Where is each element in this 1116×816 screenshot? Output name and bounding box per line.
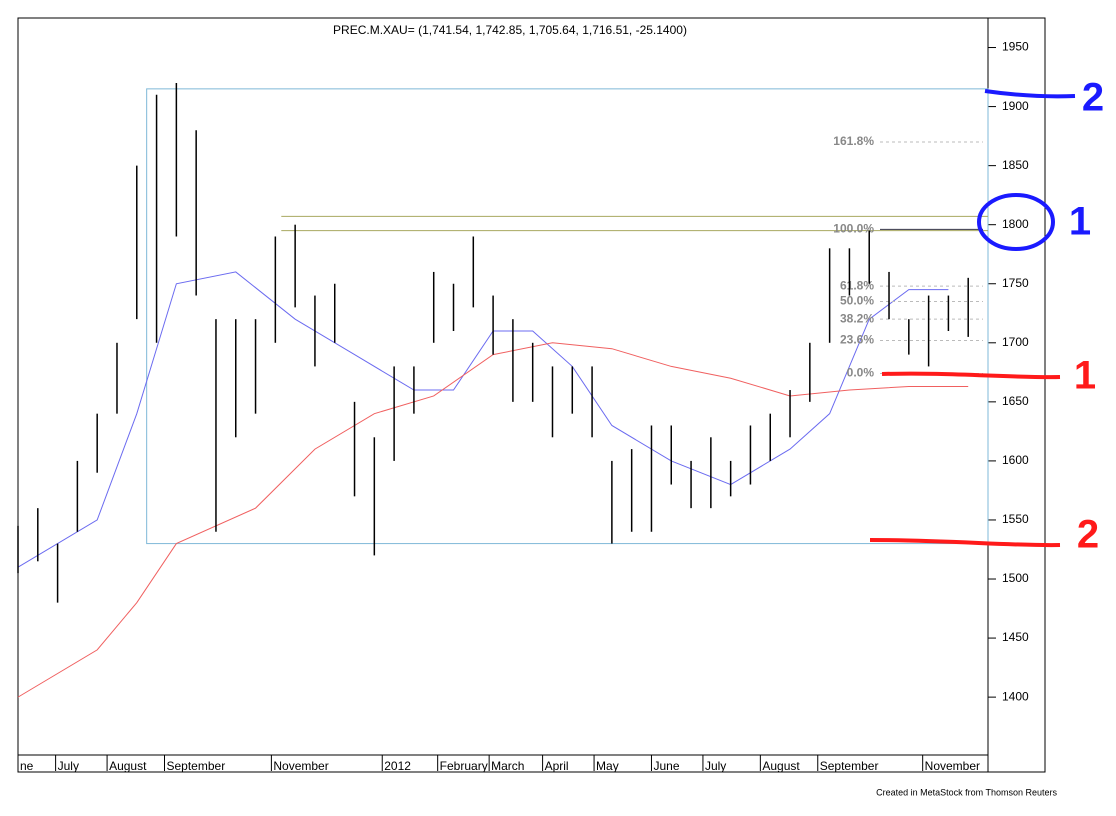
y-tick-label: 1750 xyxy=(1002,276,1029,290)
y-tick-label: 1900 xyxy=(1002,99,1029,113)
y-tick-label: 1500 xyxy=(1002,571,1029,585)
x-tick-label: September xyxy=(166,759,225,773)
x-tick-label: ne xyxy=(20,759,34,773)
moving-average xyxy=(17,342,969,698)
x-tick-label: July xyxy=(705,759,726,773)
x-tick-label: August xyxy=(762,759,800,773)
fib-label: 0.0% xyxy=(847,366,875,380)
fib-label: 100.0% xyxy=(833,222,874,236)
x-tick-label: May xyxy=(596,759,619,773)
moving-average xyxy=(17,271,949,568)
hand-label: 2 xyxy=(1082,76,1104,120)
fib-label: 38.2% xyxy=(840,311,874,325)
hand-line xyxy=(984,89,1076,99)
x-tick-label: November xyxy=(925,759,980,773)
fib-label: 161.8% xyxy=(833,134,874,148)
footer: Created in MetaStock from Thomson Reuter… xyxy=(876,787,1057,797)
y-tick-label: 1600 xyxy=(1002,453,1029,467)
hand-label: 2 xyxy=(1077,513,1099,557)
x-tick-label: August xyxy=(109,759,147,773)
x-tick-label: November xyxy=(273,759,328,773)
y-tick-label: 1800 xyxy=(1002,217,1029,231)
y-tick-label: 1550 xyxy=(1002,512,1029,526)
hand-label: 1 xyxy=(1074,354,1096,398)
x-tick-label: September xyxy=(820,759,879,773)
y-tick-label: 1850 xyxy=(1002,158,1029,172)
y-tick-label: 1650 xyxy=(1002,394,1029,408)
hand-circle xyxy=(977,193,1055,251)
frame xyxy=(17,17,1046,773)
x-tick-label: March xyxy=(491,759,524,773)
annotations: 2 1 1 2 xyxy=(869,76,1104,557)
y-tick-label: 1450 xyxy=(1002,630,1029,644)
x-tick-label: June xyxy=(653,759,679,773)
hand-line xyxy=(869,538,1061,548)
x-tick-label: 2012 xyxy=(384,759,411,773)
x-tick-label: April xyxy=(545,759,569,773)
range-box xyxy=(146,88,989,545)
hand-line xyxy=(881,371,1061,380)
chart-title: PREC.M.XAU= (1,741.54, 1,742.85, 1,705.6… xyxy=(333,23,687,37)
y-tick-label: 1400 xyxy=(1002,689,1029,703)
x-tick-label: July xyxy=(58,759,79,773)
y-tick-label: 1700 xyxy=(1002,335,1029,349)
hand-label: 1 xyxy=(1069,200,1091,244)
fib-label: 50.0% xyxy=(840,294,874,308)
fib-label: 23.6% xyxy=(840,333,874,347)
y-tick-label: 1950 xyxy=(1002,40,1029,54)
fib-label: 61.8% xyxy=(840,278,874,292)
x-tick-label: February xyxy=(440,759,488,773)
